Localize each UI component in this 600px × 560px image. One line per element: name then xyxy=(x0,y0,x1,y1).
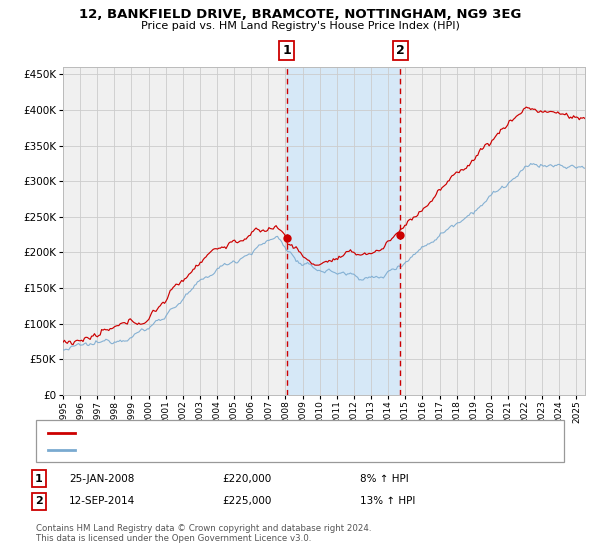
Text: 2005: 2005 xyxy=(230,400,239,423)
Text: 2001: 2001 xyxy=(161,400,170,423)
Text: 25-JAN-2008: 25-JAN-2008 xyxy=(69,474,134,484)
Text: 2016: 2016 xyxy=(418,400,427,423)
Text: 2010: 2010 xyxy=(315,400,324,423)
Text: 2009: 2009 xyxy=(298,400,307,423)
Text: 2006: 2006 xyxy=(247,400,256,423)
Text: 2022: 2022 xyxy=(521,400,530,423)
Text: 13% ↑ HPI: 13% ↑ HPI xyxy=(360,496,415,506)
Text: 12, BANKFIELD DRIVE, BRAMCOTE, NOTTINGHAM, NG9 3EG: 12, BANKFIELD DRIVE, BRAMCOTE, NOTTINGHA… xyxy=(79,8,521,21)
Text: 8% ↑ HPI: 8% ↑ HPI xyxy=(360,474,409,484)
Text: 2004: 2004 xyxy=(212,400,221,423)
Text: 12, BANKFIELD DRIVE, BRAMCOTE, NOTTINGHAM, NG9 3EG (detached house): 12, BANKFIELD DRIVE, BRAMCOTE, NOTTINGHA… xyxy=(81,428,461,438)
Text: £220,000: £220,000 xyxy=(222,474,271,484)
Text: 2023: 2023 xyxy=(538,400,547,423)
Text: 2017: 2017 xyxy=(435,400,444,423)
Text: Price paid vs. HM Land Registry's House Price Index (HPI): Price paid vs. HM Land Registry's House … xyxy=(140,21,460,31)
Text: 1: 1 xyxy=(35,474,43,484)
Bar xyxy=(287,67,400,395)
Text: 2018: 2018 xyxy=(452,400,461,423)
Text: 2012: 2012 xyxy=(349,400,358,423)
Text: 2014: 2014 xyxy=(383,400,392,423)
Text: 2007: 2007 xyxy=(264,400,273,423)
Text: 2000: 2000 xyxy=(144,400,153,423)
Text: 1999: 1999 xyxy=(127,400,136,423)
Text: 2019: 2019 xyxy=(469,400,478,423)
Text: 1997: 1997 xyxy=(93,400,102,423)
Text: £225,000: £225,000 xyxy=(222,496,271,506)
Text: 2025: 2025 xyxy=(572,400,581,423)
Text: 1995: 1995 xyxy=(59,400,67,423)
Text: 2020: 2020 xyxy=(487,400,496,423)
Text: 2013: 2013 xyxy=(367,400,376,423)
Text: 2003: 2003 xyxy=(196,400,205,423)
Text: 1: 1 xyxy=(283,44,291,57)
Text: 2: 2 xyxy=(35,496,43,506)
Text: 2024: 2024 xyxy=(555,400,564,423)
Text: 2011: 2011 xyxy=(332,400,341,423)
Text: 12-SEP-2014: 12-SEP-2014 xyxy=(69,496,135,506)
Text: 2021: 2021 xyxy=(503,400,512,423)
Text: 2: 2 xyxy=(396,44,405,57)
Text: Contains HM Land Registry data © Crown copyright and database right 2024.
This d: Contains HM Land Registry data © Crown c… xyxy=(36,524,371,543)
Text: 1998: 1998 xyxy=(110,400,119,423)
Text: 2002: 2002 xyxy=(178,400,187,423)
Text: 2008: 2008 xyxy=(281,400,290,423)
Text: HPI: Average price, detached house, Broxtowe: HPI: Average price, detached house, Brox… xyxy=(81,445,308,455)
Text: 2015: 2015 xyxy=(401,400,410,423)
Text: 1996: 1996 xyxy=(76,400,85,423)
